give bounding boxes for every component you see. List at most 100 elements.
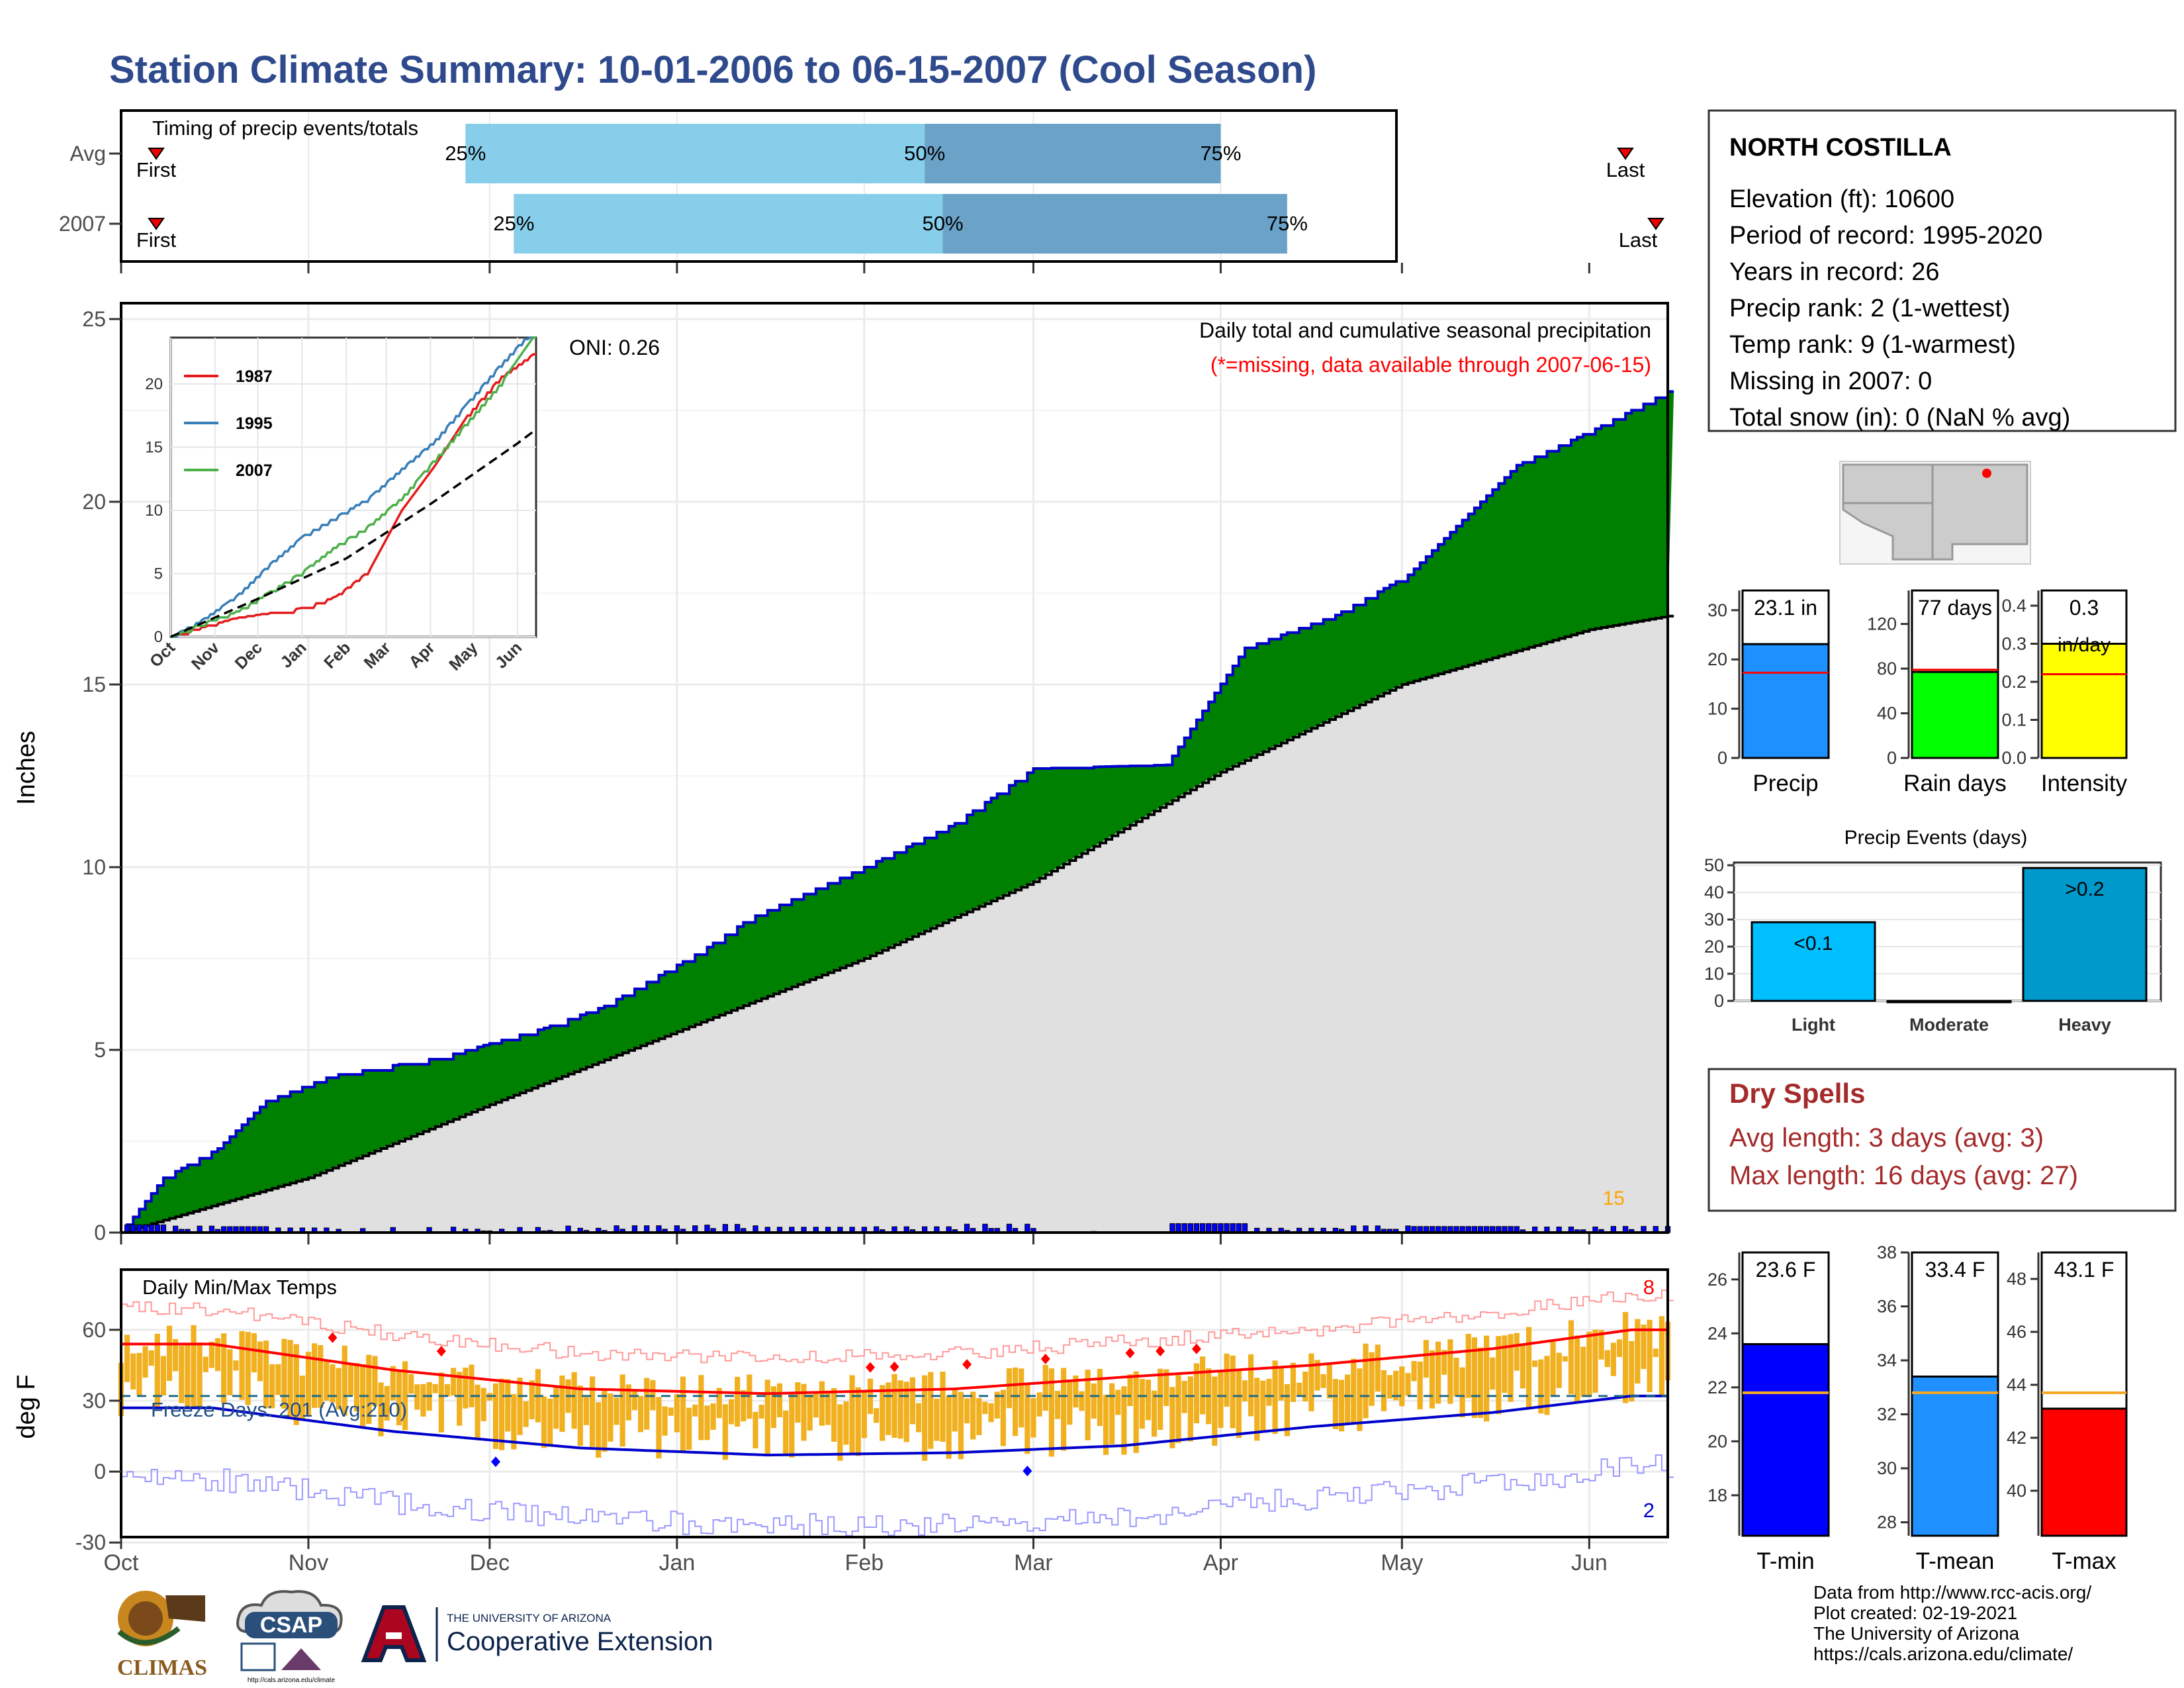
daily-precip-bar [1242, 1223, 1248, 1233]
daily-precip-bar [1206, 1223, 1212, 1233]
daily-temp-bar [886, 1382, 891, 1435]
record-high-marker [962, 1359, 972, 1370]
daily-temp-bar [1109, 1383, 1115, 1444]
daily-temp-bar [940, 1372, 946, 1442]
temp-xtick: Oct [104, 1550, 139, 1575]
timing-bar-50-75 [942, 194, 1287, 254]
daily-temp-bar [191, 1325, 197, 1407]
temp-label-box [2040, 1251, 2128, 1410]
csap-logo-text: CSAP [260, 1613, 322, 1638]
station-info-line: Elevation (ft): 10600 [1729, 185, 1954, 213]
daily-temp-bar [1133, 1371, 1139, 1454]
average-fill [121, 616, 1668, 1233]
daily-temp-bar [1369, 1352, 1375, 1406]
events-bar [2022, 867, 2148, 1002]
daily-temp-bar [1212, 1376, 1218, 1446]
timing-frame-outline [120, 109, 1398, 263]
daily-temp-bar [1320, 1374, 1326, 1388]
daily-temp-bar [1169, 1387, 1175, 1448]
daily-temp-bar [1623, 1312, 1629, 1403]
summary-ytick: 0.2 [2001, 672, 2026, 692]
oni-label: ONI: 0.26 [569, 336, 660, 359]
daily-temp-bar [1181, 1380, 1187, 1413]
daily-temp-bar [1158, 1368, 1163, 1430]
daily-temp-bar [450, 1368, 457, 1396]
temp-xtick: Nov [289, 1550, 328, 1575]
daily-temp-bar [1224, 1353, 1230, 1407]
events-category: Heavy [2058, 1015, 2111, 1035]
temp-bar-panel: 40 42 44 46 48 43.1 F T-max [2007, 1251, 2128, 1574]
summary-ytick: 0.1 [2001, 710, 2026, 730]
first-marker [148, 148, 165, 160]
daily-temp-bar [631, 1389, 638, 1411]
daily-temp-bar [795, 1382, 801, 1423]
daily-temp-bar [372, 1356, 378, 1407]
daily-temp-bar [831, 1387, 837, 1442]
daily-temp-bar [1484, 1335, 1490, 1422]
daily-temp-bar [964, 1398, 970, 1424]
average-line [121, 614, 1674, 1234]
daily-temp-bar [214, 1338, 221, 1372]
precip-events-panel: Precip Events (days) 0 10 20 30 40 50 <0.1 Light… [1704, 827, 2162, 1035]
daily-temp-bar [1151, 1390, 1158, 1437]
temp-bar-ytick: 44 [2007, 1375, 2026, 1395]
record-low-line [121, 1454, 1674, 1538]
daily-temp-bar [728, 1399, 735, 1425]
daily-temp-bar [614, 1397, 619, 1425]
daily-temp-bar [698, 1375, 704, 1440]
last-label: Last [1619, 228, 1658, 252]
daily-temp-bar [1647, 1319, 1653, 1392]
timing-bar-25-50 [514, 194, 943, 254]
daily-temp-bar [523, 1401, 529, 1427]
daily-temp-bar [1302, 1372, 1308, 1402]
daily-temp-bar [287, 1340, 293, 1419]
daily-temp-bar [324, 1361, 330, 1401]
temp-panel: Daily Min/Max Temps Freeze Days: 201 (Avg… [118, 1268, 1674, 1544]
temp-ytick: 30 [82, 1389, 106, 1413]
summary-label: Intensity [2041, 771, 2128, 796]
location-map [1839, 461, 2031, 565]
daily-temp-bar [130, 1353, 136, 1390]
temp-bar-ytick: 36 [1877, 1297, 1897, 1317]
temp-bar-ytick: 48 [2007, 1269, 2026, 1289]
daily-temp-bar [1030, 1398, 1036, 1438]
inset-ytick: 10 [145, 502, 163, 520]
record-low-marker [490, 1456, 500, 1468]
inset-ytick: 5 [154, 565, 163, 583]
daily-temp-bar [1121, 1386, 1127, 1455]
daily-temp-bar [221, 1333, 227, 1403]
daily-temp-bar [408, 1374, 414, 1394]
temp-xtick: Jan [659, 1550, 695, 1575]
station-info-line: Precip rank: 2 (1-wettest) [1729, 295, 2010, 322]
temp-summary-bar [1741, 1343, 1830, 1537]
dry-spells-frame [1707, 1068, 2177, 1212]
daily-temp-bar [619, 1374, 625, 1447]
daily-temp-bar [1393, 1370, 1399, 1401]
daily-temp-bar [625, 1384, 631, 1421]
daily-temp-bar [783, 1410, 789, 1456]
daily-temp-bar [179, 1345, 185, 1403]
daily-temp-bar [402, 1361, 408, 1430]
summary-value-unit: in/day [2058, 634, 2111, 656]
events-ytick: 20 [1704, 937, 1724, 957]
daily-temp-bar [197, 1342, 203, 1407]
daily-temp-bar [1471, 1337, 1477, 1419]
daily-temp-bar [807, 1394, 813, 1431]
daily-temp-bar [1048, 1368, 1054, 1457]
footer-credits: Data from http://www.rcc-acis.org/ Plot … [1813, 1582, 2091, 1664]
daily-temp-bar [825, 1390, 831, 1425]
avg-min-line [121, 1394, 1668, 1457]
summary-label-box [1911, 589, 1999, 673]
daily-temp-bar [764, 1380, 770, 1454]
temp-summary-bar [2040, 1407, 2128, 1537]
daily-temp-bar [318, 1344, 324, 1408]
daily-temp-bar [384, 1385, 390, 1421]
daily-temp-bar [1387, 1375, 1393, 1399]
daily-temp-bar [1490, 1357, 1496, 1390]
temp-bar-panel: 18 20 22 24 26 23.6 F T-min [1707, 1251, 1830, 1574]
summary-ytick: 120 [1867, 614, 1897, 634]
daily-temp-bar [716, 1387, 722, 1419]
daily-temp-bar [1423, 1340, 1429, 1378]
missing-note: (*=missing, data available through 2007-… [1210, 353, 1651, 377]
record-high-line [121, 1289, 1674, 1364]
